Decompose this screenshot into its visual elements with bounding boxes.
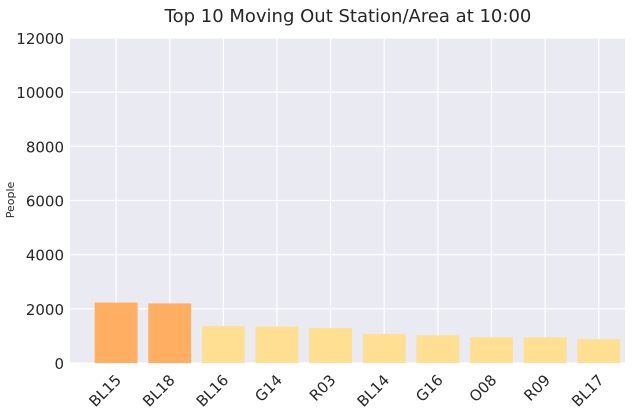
bar-g16 (416, 335, 460, 363)
x-tick-label: BL17 (568, 371, 607, 410)
bar-r09 (523, 337, 567, 363)
y-tick-label: 4000 (26, 247, 64, 265)
x-tick-label: G16 (412, 371, 446, 405)
x-tick-label: R09 (520, 371, 554, 405)
bar-bl16 (201, 326, 245, 363)
x-tick-label: O08 (466, 371, 501, 406)
bar-o08 (470, 337, 513, 363)
y-axis-label: People (4, 181, 17, 218)
x-tick-label: G14 (251, 371, 285, 405)
x-tick-label: R03 (306, 371, 340, 405)
y-tick-label: 0 (54, 355, 64, 373)
x-tick-label: BL14 (354, 371, 393, 410)
y-tick-label: 10000 (16, 84, 64, 102)
chart-title: Top 10 Moving Out Station/Area at 10:00 (164, 6, 532, 27)
y-tick-label: 12000 (16, 30, 64, 48)
plot-area: 0 2000 4000 6000 8000 10000 12000 BL15 BL18 BL16 G… (16, 30, 625, 411)
y-tick-label: 2000 (26, 301, 64, 319)
bar-bl17 (577, 339, 621, 363)
x-tick-label: BL15 (86, 371, 125, 410)
bar-bl15 (94, 302, 138, 363)
y-tick-label: 8000 (26, 138, 64, 156)
bar-g14 (255, 326, 299, 363)
y-tick-label: 6000 (26, 193, 64, 211)
x-tick-label: BL16 (193, 371, 232, 410)
x-tick-label: BL18 (139, 371, 178, 410)
bar-bl18 (148, 303, 192, 363)
bar-bl14 (362, 334, 406, 363)
bar-r03 (309, 328, 353, 363)
